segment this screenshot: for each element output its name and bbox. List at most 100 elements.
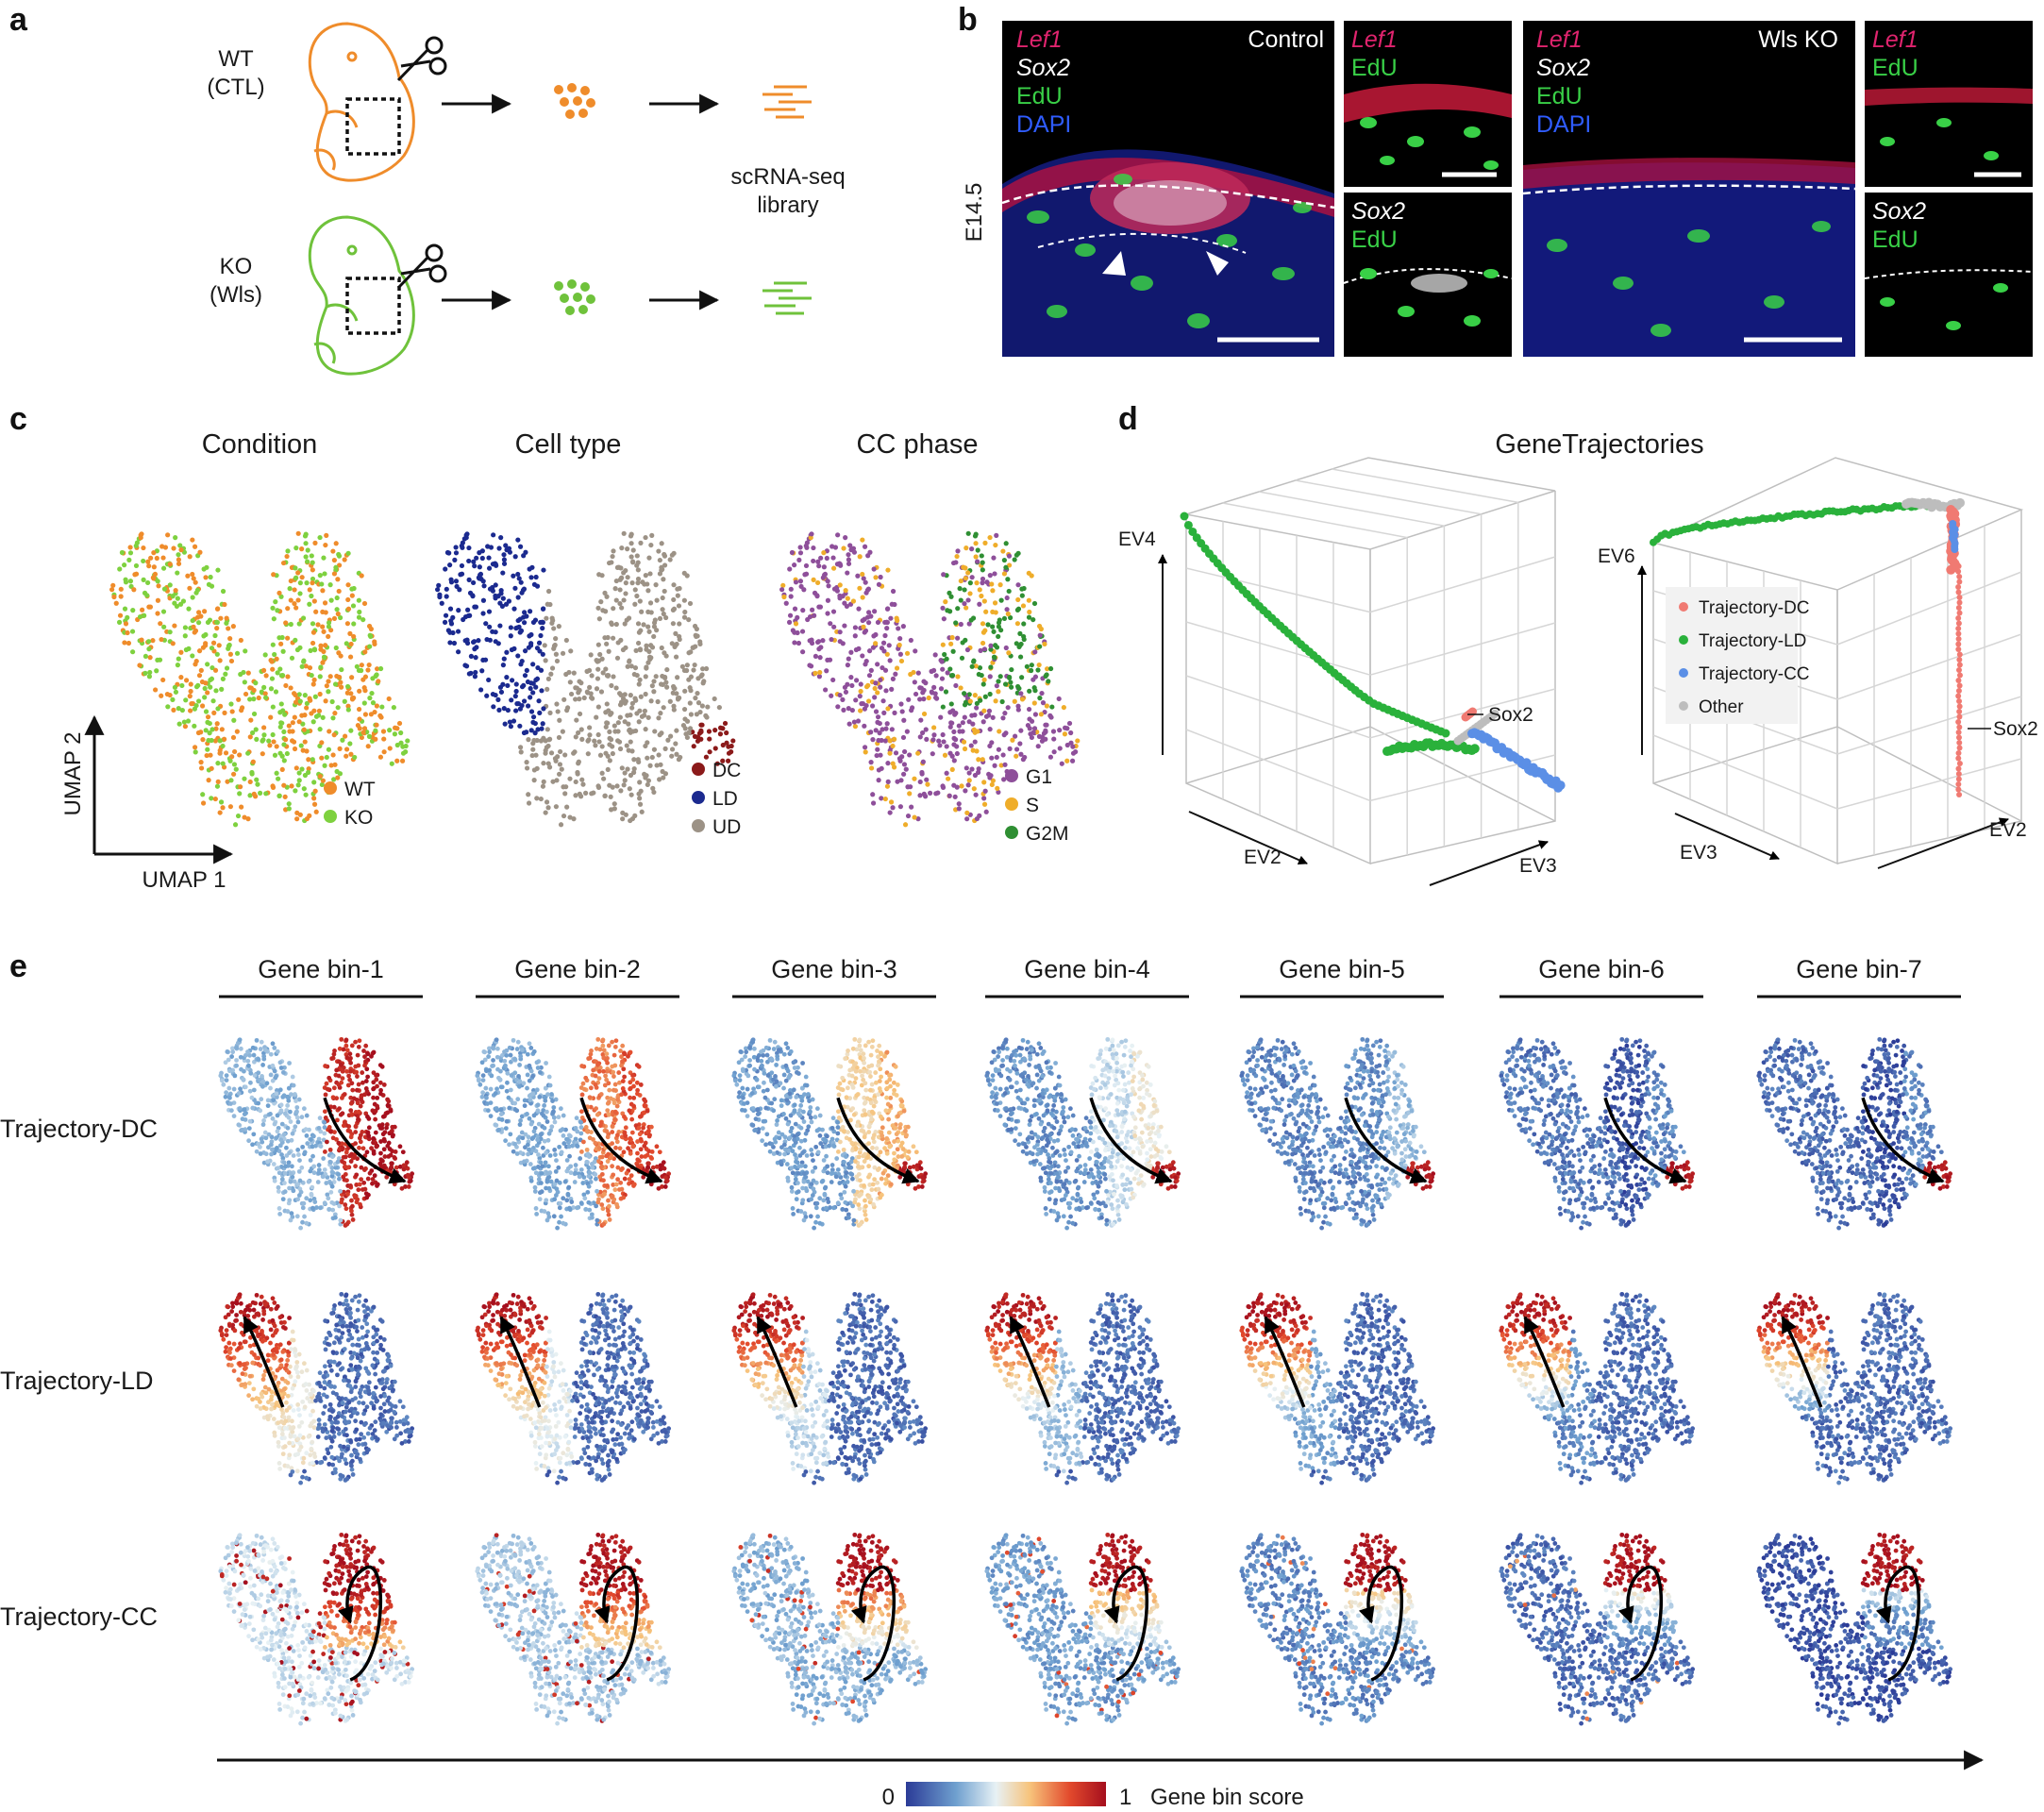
umap-point xyxy=(181,719,187,725)
umap-point xyxy=(607,1203,612,1209)
umap-point xyxy=(829,636,834,643)
umap-point xyxy=(468,653,475,660)
umap-point xyxy=(313,609,319,614)
umap-point xyxy=(313,1143,318,1149)
umap-point xyxy=(673,654,679,660)
umap-point xyxy=(407,1175,411,1181)
umap-point xyxy=(541,706,546,712)
umap-point xyxy=(488,1086,494,1092)
umap-point xyxy=(825,657,830,663)
umap-point xyxy=(196,673,203,679)
umap-point xyxy=(261,725,267,730)
umap-point xyxy=(437,594,443,600)
umap-point xyxy=(512,585,518,591)
umap-point xyxy=(328,1189,334,1195)
umap-point xyxy=(359,667,364,674)
umap-point xyxy=(967,580,973,586)
stain-lef1: Lef1 xyxy=(1872,26,1918,53)
umap-point xyxy=(489,1073,494,1079)
umap-point xyxy=(234,650,241,656)
stain-sox2: Sox2 xyxy=(1536,55,1590,81)
umap-point xyxy=(288,1217,293,1223)
umap-point xyxy=(485,544,491,549)
umap-point xyxy=(963,637,968,643)
umap-point xyxy=(527,1093,532,1099)
umap-point xyxy=(339,1036,344,1042)
umap-point xyxy=(344,621,351,627)
umap-point xyxy=(980,580,985,586)
micrograph-control-inset-top xyxy=(1344,21,1512,187)
legend-swatch xyxy=(1005,826,1018,839)
umap-point xyxy=(987,691,993,697)
umap-point xyxy=(269,659,275,664)
umap-point xyxy=(356,597,361,603)
umap-point xyxy=(320,609,326,614)
umap-point xyxy=(500,663,506,668)
umap-point xyxy=(724,740,729,746)
umap-point xyxy=(400,1149,406,1155)
umap-point xyxy=(281,1069,286,1075)
umap-point xyxy=(310,621,316,627)
umap-point xyxy=(797,579,804,584)
umap-point xyxy=(293,545,299,551)
umap-point xyxy=(334,607,340,612)
umap-point xyxy=(522,648,528,654)
umap-point xyxy=(911,669,916,676)
umap-point xyxy=(343,753,349,759)
umap-point xyxy=(578,680,584,686)
umap-point xyxy=(236,1122,242,1128)
umap-point xyxy=(965,530,971,536)
umap-point xyxy=(111,594,117,600)
umap-point xyxy=(369,1146,374,1151)
umap-point xyxy=(599,1202,605,1207)
umap-point xyxy=(881,710,887,715)
umap-point xyxy=(561,1113,566,1118)
umap-point xyxy=(493,1122,498,1128)
umap-point xyxy=(1003,541,1009,546)
umap-point xyxy=(561,696,567,702)
cube-left xyxy=(1185,457,1556,865)
stain-dapi: DAPI xyxy=(1016,111,1071,138)
umap-point xyxy=(528,575,534,580)
umap-point xyxy=(366,1125,372,1131)
umap-point xyxy=(514,1151,520,1156)
stain-edu: EdU xyxy=(1536,83,1583,109)
umap-point xyxy=(496,707,502,713)
umap-point xyxy=(671,606,678,612)
umap-point xyxy=(651,789,657,796)
umap-point xyxy=(175,596,180,601)
umap-point xyxy=(593,1082,598,1087)
umap-point xyxy=(821,564,827,570)
umap-point xyxy=(355,1074,360,1079)
umap-point xyxy=(498,535,504,541)
umap-point xyxy=(515,617,521,624)
ko-label-wls: (Wls) xyxy=(209,282,262,308)
umap-point xyxy=(837,692,843,698)
umap-point xyxy=(277,724,283,730)
umap-point xyxy=(464,637,470,643)
umap-point xyxy=(239,804,244,810)
umap-point xyxy=(374,1073,378,1078)
umap-point xyxy=(860,617,865,624)
umap-point xyxy=(883,688,889,694)
trajectory-point xyxy=(1555,780,1566,791)
umap-point xyxy=(387,746,393,751)
umap-point xyxy=(594,1176,598,1182)
umap-point xyxy=(969,546,975,552)
umap-point xyxy=(530,1073,536,1079)
umap-point xyxy=(616,739,623,745)
umap-point xyxy=(544,1061,548,1065)
umap-point xyxy=(448,579,455,585)
umap-point xyxy=(850,598,857,604)
umap-point xyxy=(913,648,918,654)
umap-point xyxy=(535,664,541,671)
umap-point xyxy=(1037,644,1043,649)
umap-point xyxy=(516,1083,522,1089)
umap-point xyxy=(248,717,254,723)
umap-point xyxy=(333,645,339,651)
umap-point xyxy=(716,704,722,711)
trajectory-point xyxy=(1956,595,1963,600)
umap-point xyxy=(277,1060,283,1065)
umap-point xyxy=(227,1095,232,1100)
umap-point xyxy=(487,586,494,592)
